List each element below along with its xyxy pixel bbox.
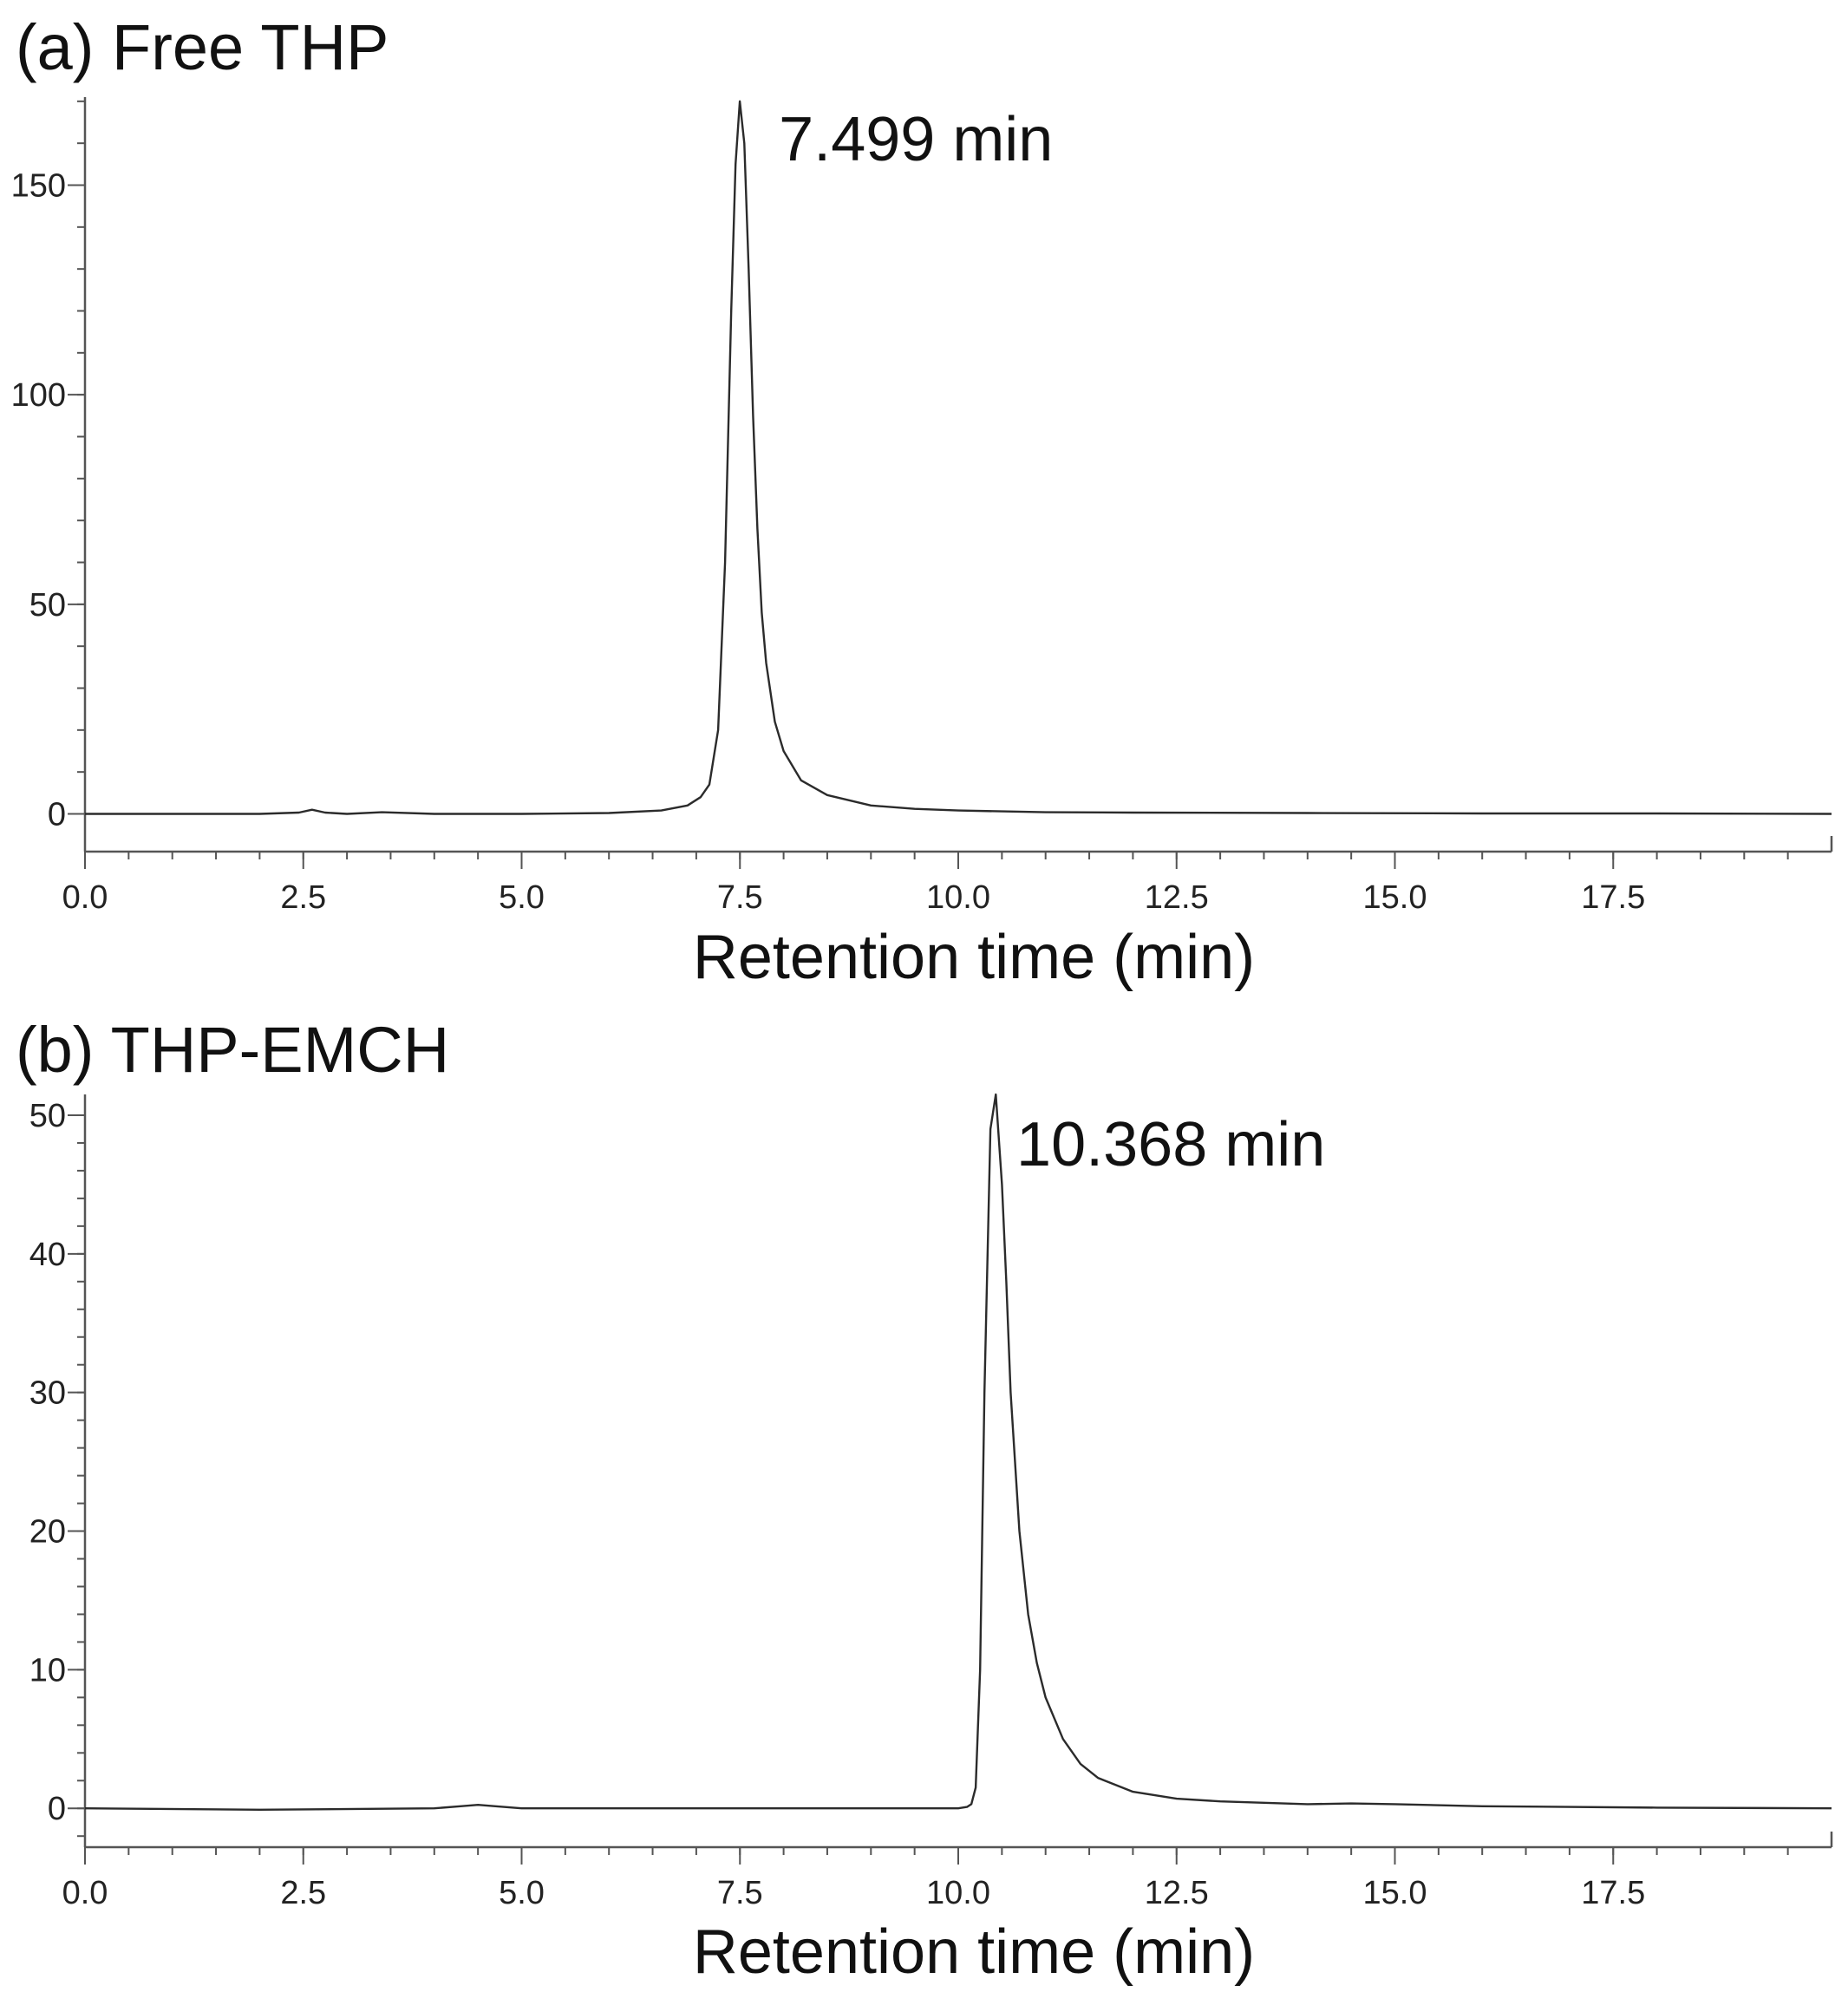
y-tick-label: 20 — [29, 1514, 66, 1551]
x-tick-label: 0.0 — [62, 879, 108, 916]
x-axis-label: Retention time (min) — [693, 1917, 1255, 1987]
y-tick-label: 40 — [29, 1237, 66, 1273]
x-tick-label: 17.5 — [1581, 1875, 1645, 1911]
x-tick-label: 7.5 — [717, 1875, 763, 1911]
x-tick-label: 7.5 — [717, 879, 763, 916]
x-tick-label: 5.0 — [499, 879, 545, 916]
y-tick-label: 100 — [11, 377, 66, 414]
x-tick-label: 12.5 — [1145, 879, 1209, 916]
x-tick-label: 0.0 — [62, 1875, 108, 1911]
x-tick-label: 10.0 — [926, 1875, 990, 1911]
x-tick-label: 5.0 — [499, 1875, 545, 1911]
x-tick-label: 10.0 — [926, 879, 990, 916]
panel-title: (b) THP-EMCH — [16, 1014, 449, 1086]
y-tick-label: 30 — [29, 1375, 66, 1412]
y-tick-label: 10 — [29, 1652, 66, 1688]
x-tick-label: 2.5 — [280, 879, 326, 916]
y-tick-label: 150 — [11, 168, 66, 205]
chromatogram-trace — [85, 100, 1832, 815]
peak-retention-label: 10.368 min — [1016, 1110, 1325, 1179]
x-tick-label: 17.5 — [1581, 879, 1645, 916]
y-tick-label: 50 — [29, 1098, 66, 1134]
chart-panel-b: (b) THP-EMCH 0.0 2.5 5.0 7.5 10.0 12.5 15.0 17.5… — [16, 1014, 1833, 1987]
peak-retention-label: 7.499 min — [779, 105, 1053, 174]
x-tick-label: 12.5 — [1145, 1875, 1209, 1911]
x-tick-label: 15.0 — [1363, 1875, 1427, 1911]
chart-panel-a: (a) Free THP 0.0 2.5 5.0 7.5 10.0 12.5 15.0 17.5… — [11, 11, 1833, 992]
x-tick-label: 2.5 — [280, 1875, 326, 1911]
chromatogram-trace — [84, 1093, 1832, 1811]
x-axis-label: Retention time (min) — [693, 923, 1255, 992]
x-tick-label: 15.0 — [1363, 879, 1427, 916]
panel-title: (a) Free THP — [16, 11, 389, 83]
y-tick-label: 50 — [29, 587, 66, 624]
y-tick-label: 0 — [48, 1791, 66, 1827]
y-tick-label: 0 — [48, 797, 66, 833]
